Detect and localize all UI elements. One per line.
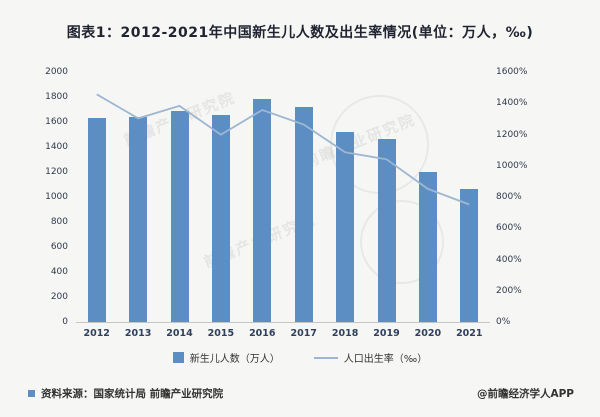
- left-axis-tick: 200: [50, 292, 68, 302]
- x-axis-label: 2014: [166, 328, 193, 339]
- right-axis-tick: 600%: [496, 223, 522, 234]
- legend: 新生儿人数（万人） 人口出生率（‰）: [0, 350, 600, 365]
- bar-2017: [294, 106, 313, 322]
- bar-2015: [211, 115, 230, 322]
- bar-2013: [129, 117, 148, 322]
- right-axis-tick: 0%: [496, 317, 511, 327]
- legend-item-line: 人口出生率（‰）: [313, 350, 428, 365]
- source-text: 资料来源：国家统计局 前瞻产业研究院: [41, 388, 224, 400]
- legend-item-bars: 新生儿人数（万人）: [172, 350, 280, 365]
- bar-legend-label: 新生儿人数（万人）: [189, 354, 280, 365]
- bar-2020: [418, 172, 437, 322]
- left-axis-tick: 1600: [45, 117, 68, 127]
- bar-swatch-icon: [172, 352, 184, 363]
- source-bullet-icon: [28, 390, 35, 397]
- x-axis-label: 2017: [290, 328, 317, 339]
- chart-title: 图表1：2012-2021年中国新生儿人数及出生率情况(单位：万人，‰): [66, 25, 534, 41]
- left-axis-tick: 0: [62, 317, 68, 327]
- line-swatch-icon: [313, 356, 338, 359]
- bar-2012: [87, 117, 106, 322]
- left-axis-tick: 1800: [45, 92, 68, 102]
- plot-area: [76, 72, 490, 323]
- bar-2016: [253, 98, 272, 322]
- bar-2018: [336, 131, 355, 322]
- left-axis-tick: 400: [50, 267, 68, 277]
- x-axis-label: 2016: [249, 328, 276, 339]
- bar-2014: [170, 111, 189, 322]
- left-axis-tick: 1000: [45, 192, 68, 202]
- x-axis-label: 2015: [207, 328, 235, 339]
- right-axis-tick: 800%: [496, 192, 522, 202]
- left-axis-tick: 600: [50, 242, 68, 252]
- right-axis-tick: 1600%: [496, 67, 528, 77]
- left-axis-tick: 1400: [45, 142, 68, 152]
- line-series: [96, 93, 470, 206]
- x-axis-label: 2021: [456, 328, 483, 339]
- right-axis-tick: 1000%: [496, 160, 528, 171]
- x-axis-label: 2013: [124, 328, 152, 339]
- right-axis-tick: 200%: [496, 285, 522, 296]
- line-legend-label: 人口出生率（‰）: [343, 354, 428, 365]
- x-axis-label: 2018: [331, 328, 359, 339]
- source-note: 资料来源：国家统计局 前瞻产业研究院: [28, 386, 223, 401]
- bar-2021: [460, 189, 479, 322]
- right-axis-tick: 1200%: [496, 129, 528, 140]
- birth-rate-line: [96, 93, 470, 206]
- left-axis-tick: 800: [50, 217, 68, 227]
- left-axis-tick: 1200: [45, 167, 68, 177]
- left-axis-tick: 2000: [45, 67, 68, 77]
- right-axis-tick: 400%: [496, 254, 522, 265]
- bar-2019: [377, 138, 396, 322]
- right-axis-tick: 1400%: [496, 98, 528, 109]
- x-axis-label: 2020: [414, 328, 442, 339]
- brand-text: @前瞻经济学人APP: [476, 388, 574, 400]
- x-axis-label: 2012: [83, 328, 110, 339]
- x-axis-label: 2019: [373, 328, 400, 339]
